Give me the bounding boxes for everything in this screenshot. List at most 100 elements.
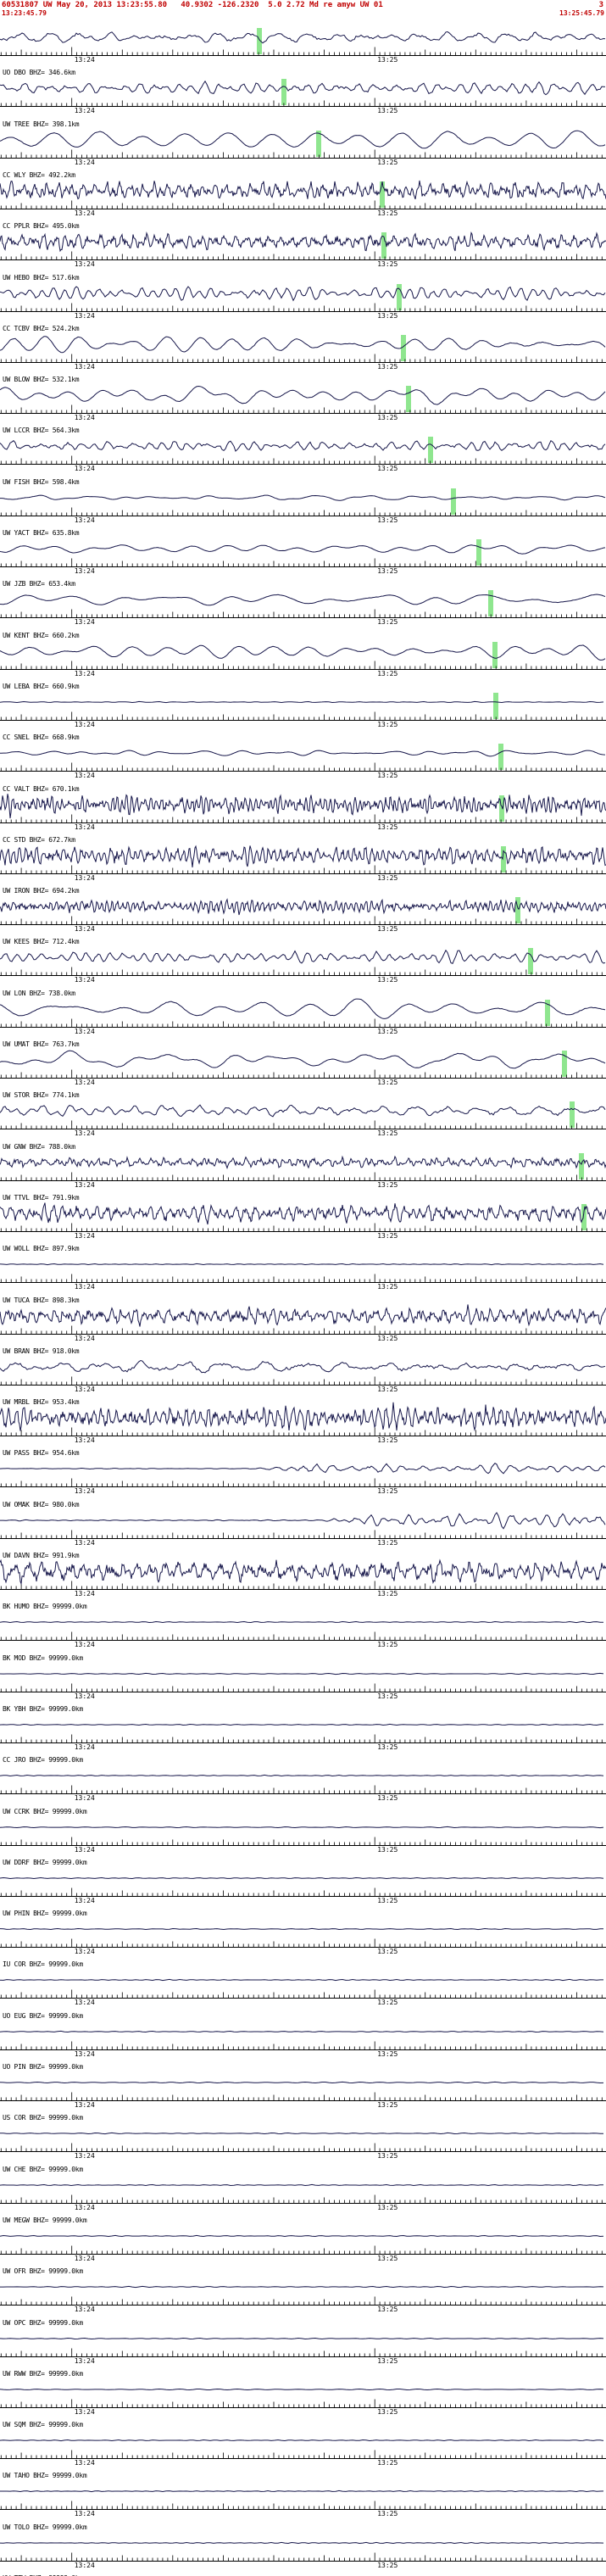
waveform-trace[interactable] <box>0 1303 606 1327</box>
trace-row-rww[interactable]: UW RWW BHZ= 99999.0km 13:24 13:25 <box>0 2369 606 2421</box>
predicted-arrival-marker[interactable] <box>381 232 386 259</box>
trace-row-taho[interactable]: UW TAHO BHZ= 99999.0km 13:24 13:25 <box>0 2471 606 2523</box>
waveform-trace[interactable] <box>0 750 606 757</box>
trace-row-ddrf[interactable]: UW DDRF BHZ= 99999.0km 13:24 13:25 <box>0 1858 606 1910</box>
waveform-trace[interactable] <box>0 1876 604 1879</box>
trace-row-leba[interactable]: UW LEBA BHZ= 660.9km 13:24 13:25 <box>0 682 606 733</box>
waveform-trace[interactable] <box>0 2183 604 2186</box>
trace-row-ofr[interactable]: UW OFR BHZ= 99999.0km 13:24 13:25 <box>0 2267 606 2318</box>
waveform-trace[interactable] <box>0 1104 606 1118</box>
trace-row-eug[interactable]: UO EUG BHZ= 99999.0km 13:24 13:25 <box>0 2011 606 2063</box>
predicted-arrival-marker[interactable] <box>515 897 521 924</box>
waveform-trace[interactable] <box>0 2439 604 2442</box>
waveform-trace[interactable] <box>0 1463 606 1475</box>
trace-row-mrbl[interactable]: UW MRBL BHZ= 953.4km 13:24 13:25 <box>0 1397 606 1449</box>
waveform-trace[interactable] <box>0 2030 604 2032</box>
waveform-trace[interactable] <box>0 2081 604 2084</box>
trace-row-ccrk[interactable]: UW CCRK BHZ= 99999.0km 13:24 13:25 <box>0 1807 606 1859</box>
trace-row-bran[interactable]: UW BRAN BHZ= 918.0km 13:24 13:25 <box>0 1347 606 1398</box>
waveform-trace[interactable] <box>0 544 606 555</box>
predicted-arrival-marker[interactable] <box>427 437 433 464</box>
waveform-trace[interactable] <box>0 2234 604 2237</box>
trace-row-phin[interactable]: UW PHIN BHZ= 99999.0km 13:24 13:25 <box>0 1909 606 1960</box>
trace-row-gnw[interactable]: UW GNW BHZ= 788.0km 13:24 13:25 <box>0 1142 606 1194</box>
waveform-trace[interactable] <box>0 440 606 453</box>
predicted-arrival-marker[interactable] <box>578 1152 584 1179</box>
trace-row-std[interactable]: CC STD BHZ= 672.7km 13:24 13:25 <box>0 835 606 887</box>
waveform-trace[interactable] <box>0 1826 604 1828</box>
waveform-trace[interactable] <box>0 700 604 703</box>
trace-row-wly[interactable]: CC WLY BHZ= 492.2km 13:24 13:25 <box>0 170 606 222</box>
trace-row-jzb[interactable]: UW JZB BHZ= 653.4km 13:24 13:25 <box>0 579 606 631</box>
waveform-trace[interactable] <box>0 2133 604 2135</box>
waveform-trace[interactable] <box>0 1621 604 1624</box>
trace-row-humo[interactable]: BK HUMO BHZ= 99999.0km 13:24 13:25 <box>0 1602 606 1653</box>
trace-row-woll[interactable]: UW WOLL BHZ= 897.9km 13:24 13:25 <box>0 1244 606 1296</box>
waveform-trace[interactable] <box>0 231 606 253</box>
trace-row-lon[interactable]: UW LON BHZ= 738.0km 13:24 13:25 <box>0 989 606 1040</box>
trace-row-dbo[interactable]: UO DBO BHZ= 346.6km 13:24 13:25 <box>0 68 606 120</box>
waveform-trace[interactable] <box>0 998 606 1019</box>
trace-row-cor[interactable]: US COR BHZ= 99999.0km 13:24 13:25 <box>0 2113 606 2165</box>
predicted-arrival-marker[interactable] <box>379 181 385 208</box>
waveform-trace[interactable] <box>0 1402 606 1432</box>
trace-row-jro[interactable]: CC JRO BHZ= 99999.0km 13:24 13:25 <box>0 1755 606 1807</box>
trace-row-fish[interactable]: UW FISH BHZ= 598.4km 13:24 13:25 <box>0 477 606 529</box>
trace-row-kees[interactable]: UW KEES BHZ= 712.4km 13:24 13:25 <box>0 937 606 989</box>
waveform-trace[interactable] <box>0 845 606 867</box>
waveform-trace[interactable] <box>0 285 606 301</box>
trace-row-tcbv[interactable]: CC TCBV BHZ= 524.2km 13:24 13:25 <box>0 324 606 376</box>
trace-row-megw[interactable]: UW MEGW BHZ= 99999.0km 13:24 13:25 <box>0 2216 606 2267</box>
trace-row-lccr[interactable]: UW LCCR BHZ= 564.3km 13:24 13:25 <box>0 426 606 477</box>
trace-row-blow[interactable]: UW BLOW BHZ= 532.1km 13:24 13:25 <box>0 375 606 427</box>
waveform-trace[interactable] <box>0 1050 606 1069</box>
predicted-arrival-marker[interactable] <box>401 334 407 361</box>
trace-row-opc[interactable]: UW OPC BHZ= 99999.0km 13:24 13:25 <box>0 2318 606 2370</box>
waveform-trace[interactable] <box>0 1558 606 1586</box>
waveform-trace[interactable] <box>0 644 606 661</box>
predicted-arrival-marker[interactable] <box>256 28 262 54</box>
trace-row-ttvl[interactable]: UW TTVL BHZ= 791.9km 13:24 13:25 <box>0 1193 606 1245</box>
waveform-trace[interactable] <box>0 1155 606 1169</box>
waveform-trace[interactable] <box>0 594 606 606</box>
predicted-arrival-marker[interactable] <box>487 590 493 617</box>
predicted-arrival-marker[interactable] <box>544 999 550 1026</box>
trace-row-stor[interactable]: UW STOR BHZ= 774.1km 13:24 13:25 <box>0 1090 606 1142</box>
trace-row-snel[interactable]: CC SNEL BHZ= 668.9km 13:24 13:25 <box>0 733 606 784</box>
trace-row-omak[interactable]: UW OMAK BHZ= 980.0km 13:24 13:25 <box>0 1500 606 1552</box>
predicted-arrival-marker[interactable] <box>562 1051 568 1077</box>
trace-row-pin[interactable]: UO PIN BHZ= 99999.0km 13:24 13:25 <box>0 2062 606 2114</box>
trace-row-pass[interactable]: UW PASS BHZ= 954.6km 13:24 13:25 <box>0 1448 606 1500</box>
trace-row-yact[interactable]: UW YACT BHZ= 635.8km 13:24 13:25 <box>0 528 606 580</box>
trace-row-mod[interactable]: BK MOD BHZ= 99999.0km 13:24 13:25 <box>0 1653 606 1705</box>
predicted-arrival-marker[interactable] <box>527 948 533 975</box>
trace-row-tuca[interactable]: UW TUCA BHZ= 898.3km 13:24 13:25 <box>0 1296 606 1347</box>
waveform-trace[interactable] <box>0 1511 606 1530</box>
trace-row-sqm[interactable]: UW SQM BHZ= 99999.0km 13:24 13:25 <box>0 2420 606 2472</box>
predicted-arrival-marker[interactable] <box>499 795 504 822</box>
trace-row-iron[interactable]: UW IRON BHZ= 694.2km 13:24 13:25 <box>0 886 606 938</box>
predicted-arrival-marker[interactable] <box>315 130 321 157</box>
waveform-trace[interactable] <box>0 1723 604 1726</box>
trace-row-tolo[interactable]: UW TOLO BHZ= 99999.0km 13:24 13:25 <box>0 2523 606 2574</box>
waveform-trace[interactable] <box>0 2337 604 2339</box>
waveform-trace[interactable] <box>0 1263 604 1266</box>
predicted-arrival-marker[interactable] <box>451 488 456 515</box>
waveform-trace[interactable] <box>0 180 606 200</box>
predicted-arrival-marker[interactable] <box>406 386 412 413</box>
waveform-trace[interactable] <box>0 1979 603 1982</box>
trace-row-tree[interactable]: UW TREE BHZ= 398.1km 13:24 13:25 <box>0 120 606 171</box>
waveform-trace[interactable] <box>0 2286 604 2289</box>
waveform-trace[interactable] <box>0 950 606 965</box>
predicted-arrival-marker[interactable] <box>475 539 481 566</box>
trace-row-umat[interactable]: UW UMAT BHZ= 763.7km 13:24 13:25 <box>0 1040 606 1091</box>
trace-row-top[interactable]: 13:24 13:25 <box>0 17 606 69</box>
predicted-arrival-marker[interactable] <box>492 692 498 719</box>
waveform-trace[interactable] <box>0 1672 604 1675</box>
waveform-trace[interactable] <box>0 2490 604 2493</box>
waveform-trace[interactable] <box>0 1359 606 1374</box>
predicted-arrival-marker[interactable] <box>581 1203 587 1230</box>
predicted-arrival-marker[interactable] <box>501 845 507 873</box>
trace-row-cor[interactable]: IU COR BHZ= 99999.0km 13:24 13:25 <box>0 1960 606 2011</box>
waveform-trace[interactable] <box>0 898 606 916</box>
